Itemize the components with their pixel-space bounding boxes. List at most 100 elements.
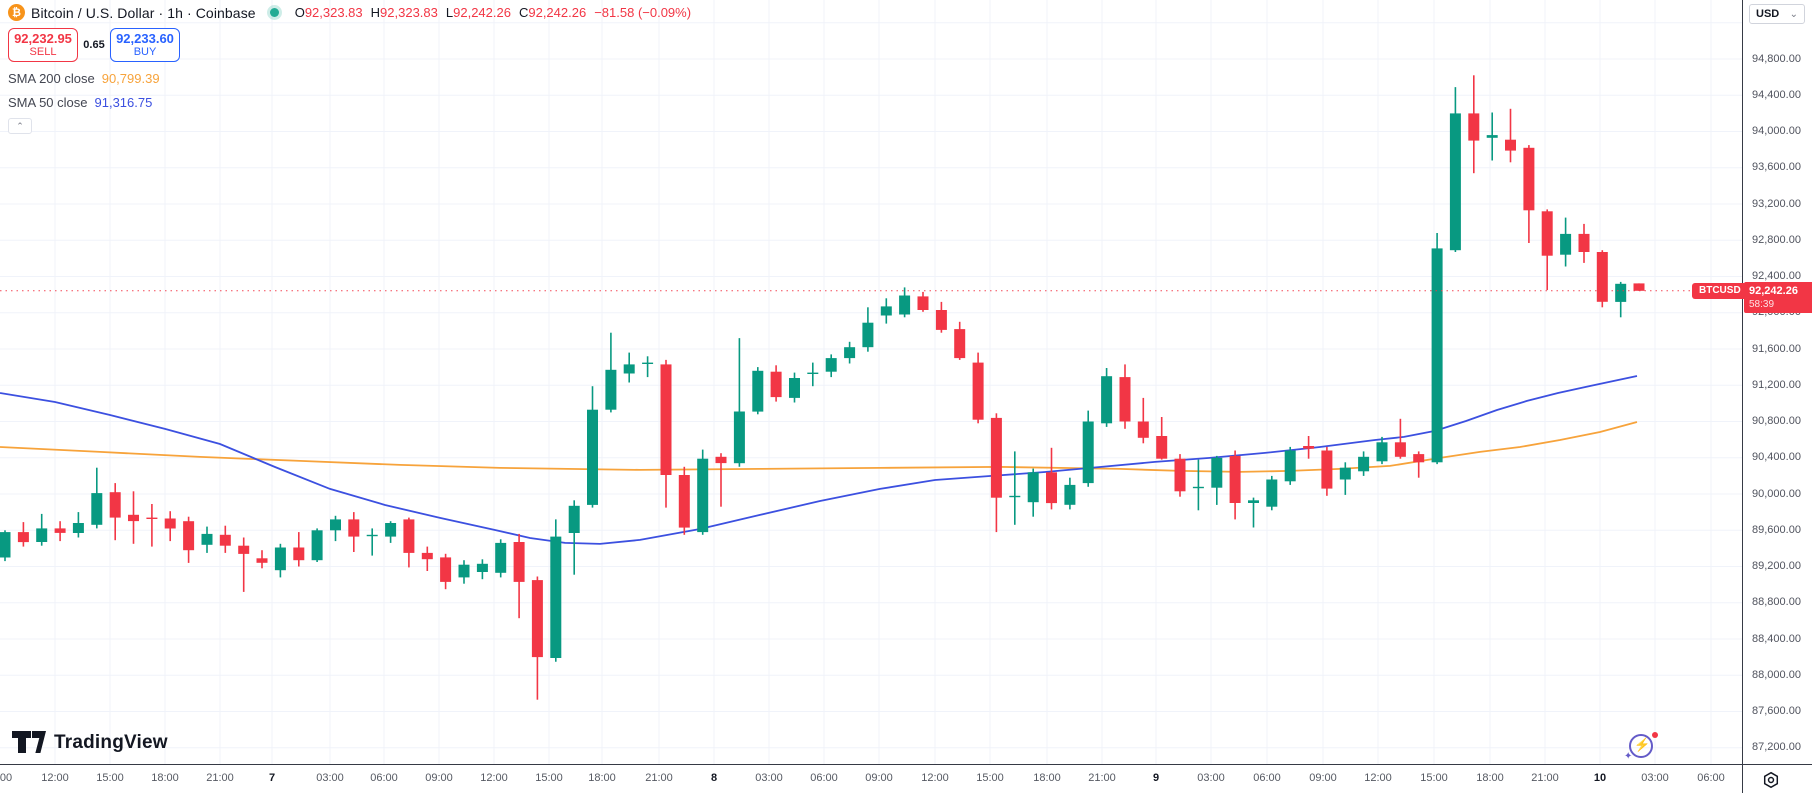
time-axis-label: 12:00	[41, 772, 69, 784]
last-price-tag: 92,242.26 58:39	[1744, 281, 1812, 313]
sell-button[interactable]: 92,232.95 SELL	[8, 28, 78, 62]
symbol-title[interactable]: Bitcoin / U.S. Dollar · 1h · Coinbase	[31, 4, 256, 21]
time-axis-label: 21:00	[645, 772, 673, 784]
time-axis-label: 21:00	[206, 772, 234, 784]
price-axis-label: 90,400.00	[1752, 451, 1801, 464]
time-axis-label: 18:00	[1033, 772, 1061, 784]
sma200-value: 90,799.39	[101, 71, 160, 86]
candlestick-chart	[0, 0, 1742, 764]
sell-price: 92,232.95	[14, 30, 72, 46]
bar-countdown: 58:39	[1749, 298, 1775, 310]
time-axis-label: 03:00	[755, 772, 783, 784]
price-axis-label: 88,800.00	[1752, 596, 1801, 609]
low-key: L	[445, 5, 454, 20]
legend-collapse-button[interactable]: ⌃	[8, 118, 32, 134]
tradingview-mark-icon	[12, 731, 46, 754]
time-axis-label: 00	[0, 772, 13, 784]
currency-selector[interactable]: USD ⌄	[1749, 4, 1805, 24]
sell-label: SELL	[29, 46, 57, 59]
price-axis[interactable]: USD ⌄ 92,242.26 58:39 94,800.00 94,400.00…	[1742, 0, 1812, 764]
spread-value: 0.65	[83, 39, 105, 51]
last-price-value: 92,242.26	[1749, 284, 1798, 297]
chevron-up-icon: ⌃	[16, 120, 24, 131]
price-axis-label: 87,200.00	[1752, 741, 1801, 754]
chart-legend: ₿ Bitcoin / U.S. Dollar · 1h · Coinbase …	[8, 4, 691, 134]
chart-canvas[interactable]	[0, 0, 1742, 764]
buy-button[interactable]: 92,233.60 BUY	[110, 28, 180, 62]
price-axis-label: 92,400.00	[1752, 270, 1801, 282]
notification-dot	[1652, 732, 1658, 738]
time-axis-day-label: 9	[1152, 772, 1160, 784]
lightning-bolt-icon: ⚡	[1634, 737, 1651, 752]
time-axis-label: 18:00	[588, 772, 616, 784]
time-axis-label: 12:00	[1364, 772, 1392, 784]
price-axis-label: 88,400.00	[1752, 632, 1801, 645]
price-axis-label: 90,800.00	[1752, 415, 1801, 427]
time-axis-day-label: 10	[1593, 772, 1607, 784]
market-status-icon[interactable]	[269, 8, 279, 17]
time-axis-label: 06:00	[370, 772, 398, 784]
price-axis-label: 93,600.00	[1752, 161, 1801, 174]
circle-icon	[1629, 734, 1653, 758]
tradingview-logo[interactable]: TradingView	[12, 731, 168, 754]
flash-promo-button[interactable]: ⚡ ✦	[1624, 732, 1660, 762]
time-axis-label: 12:00	[921, 772, 949, 784]
time-axis-day-label: 7	[268, 772, 276, 784]
time-axis-label: 15:00	[96, 772, 124, 784]
price-axis-label: 89,200.00	[1752, 560, 1801, 572]
open-key: O	[294, 5, 305, 20]
axis-corner-divider	[1742, 765, 1743, 793]
price-axis-label: 93,200.00	[1752, 197, 1801, 210]
time-axis-label: 06:00	[1253, 772, 1281, 784]
price-axis-label: 92,800.00	[1752, 233, 1801, 246]
time-axis-label: 06:00	[810, 772, 838, 784]
time-axis-label: 15:00	[535, 772, 563, 784]
sma50-value: 91,316.75	[94, 95, 153, 110]
time-axis[interactable]: 00 12:00 15:00 18:00 21:00 7 03:00 06:00 09:00 12…	[0, 764, 1812, 793]
tradingview-logo-text: TradingView	[54, 731, 168, 753]
sma50-legend-row[interactable]: SMA 50 close 91,316.75	[8, 95, 691, 110]
buy-label: BUY	[133, 46, 157, 59]
price-axis-label: 94,400.00	[1752, 88, 1801, 101]
time-axis-label: 09:00	[865, 772, 893, 784]
ohlc-values: O92,323.83 H92,323.83 L92,242.26 C92,242…	[295, 5, 691, 20]
open-value: 92,323.83	[304, 5, 363, 20]
price-line-symbol-label: BTCUSD	[1692, 282, 1747, 299]
time-axis-label: 06:00	[1697, 772, 1725, 784]
price-axis-label: 94,000.00	[1752, 125, 1801, 137]
high-value: 92,323.83	[380, 5, 438, 20]
time-axis-label: 21:00	[1088, 772, 1116, 784]
sparkle-icon: ✦	[1624, 751, 1633, 762]
buy-price: 92,233.60	[116, 30, 174, 46]
time-axis-label: 21:00	[1531, 772, 1559, 784]
time-axis-label: 18:00	[151, 772, 179, 784]
change-value: −81.58 (−0.09%)	[594, 5, 692, 20]
price-axis-label: 91,200.00	[1752, 378, 1801, 391]
low-value: 92,242.26	[453, 5, 511, 20]
time-axis-label: 15:00	[1420, 772, 1448, 784]
high-key: H	[370, 5, 381, 20]
price-axis-label: 94,800.00	[1752, 52, 1801, 65]
time-axis-label: 03:00	[316, 772, 344, 784]
sma200-legend-row[interactable]: SMA 200 close 90,799.39	[8, 71, 691, 86]
time-axis-label: 03:00	[1641, 772, 1669, 784]
price-axis-label: 87,600.00	[1752, 705, 1801, 717]
time-axis-label: 09:00	[1309, 772, 1337, 784]
time-axis-label: 12:00	[480, 772, 508, 784]
sma200-label: SMA 200 close	[8, 71, 95, 86]
axis-settings-icon[interactable]	[1762, 771, 1780, 789]
price-axis-label: 88,000.00	[1752, 668, 1801, 681]
time-axis-label: 09:00	[425, 772, 453, 784]
price-axis-label: 91,600.00	[1752, 342, 1801, 355]
time-axis-day-label: 8	[710, 772, 718, 784]
bitcoin-icon: ₿	[8, 4, 25, 21]
time-axis-label: 03:00	[1197, 772, 1225, 784]
currency-label: USD	[1756, 8, 1780, 20]
close-value: 92,242.26	[528, 5, 587, 20]
sma50-label: SMA 50 close	[8, 95, 88, 110]
time-axis-label: 18:00	[1476, 772, 1504, 784]
price-axis-label: 90,000.00	[1752, 487, 1801, 500]
chevron-down-icon: ⌄	[1789, 8, 1798, 20]
close-key: C	[518, 5, 529, 20]
